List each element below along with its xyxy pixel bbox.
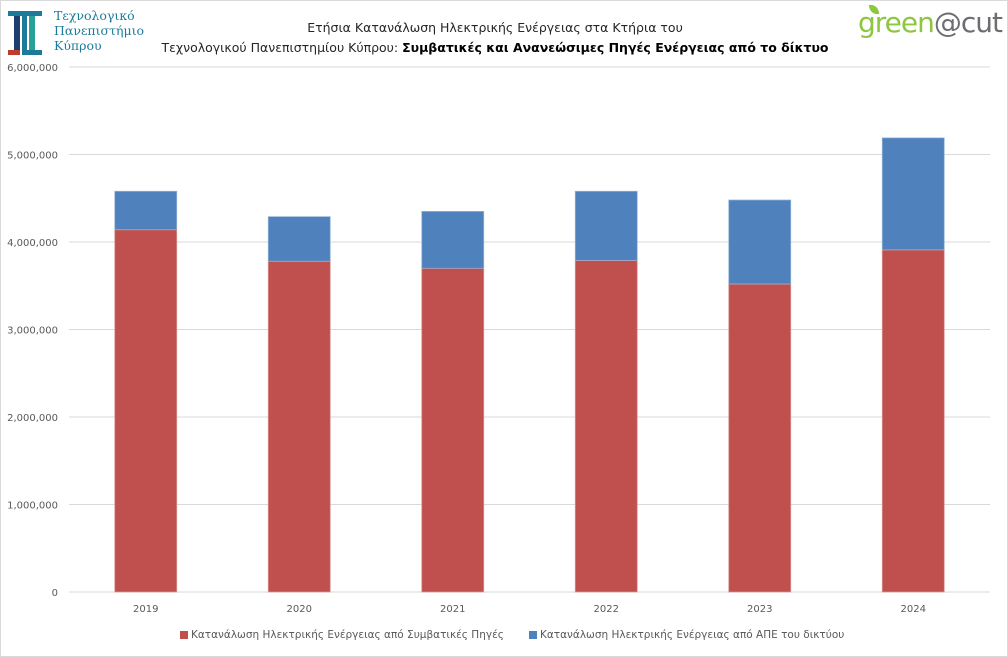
x-tick-label: 2019 [133,604,158,615]
chart-title: Ετήσια Κατανάλωση Ηλεκτρικής Ενέργειας σ… [0,18,990,58]
y-tick-label: 6,000,000 [7,63,58,74]
x-tick-label: 2024 [901,604,926,615]
y-tick-label: 5,000,000 [7,151,58,162]
greenatcut-logo: green@cut [858,3,1003,39]
x-axis-ticks: 2019 2020 2021 2022 2023 2024 [133,604,926,615]
university-logo: Τεχνολογικό Πανεπιστήμιο Κύπρου [8,8,144,55]
bar-renewable-2022 [574,190,638,261]
legend-label-conventional: Κατανάλωση Ηλεκτρικής Ενέργειας από Συμβ… [191,629,504,641]
bar-renewable-2021 [421,211,485,269]
chart-title-line2: Τεχνολογικού Πανεπιστημίου Κύπρου: Συμβα… [0,38,990,58]
y-tick-label: 0 [52,588,58,599]
bar-renewable-2023 [728,199,792,285]
bar-renewable-2020 [267,216,331,262]
x-tick-label: 2020 [287,604,312,615]
bar-conventional-2023 [728,283,792,593]
y-tick-label: 1,000,000 [7,501,58,512]
legend-item-renewable: Κατανάλωση Ηλεκτρικής Ενέργειας από ΑΠΕ … [529,629,844,641]
y-tick-label: 3,000,000 [7,326,58,337]
legend-item-conventional: Κατανάλωση Ηλεκτρικής Ενέργειας από Συμβ… [180,629,504,641]
bar-renewable-2024 [881,137,945,251]
legend-swatch-renewable [529,631,537,639]
university-name-line: Πανεπιστήμιο [54,23,145,38]
university-emblem-icon [8,11,42,55]
x-tick-label: 2023 [747,604,772,615]
stacked-bar-chart: 0 1,000,000 2,000,000 3,000,000 4,000,000 5,0… [7,63,990,615]
x-tick-label: 2021 [440,604,465,615]
university-name: Τεχνολογικό Πανεπιστήμιο Κύπρου [54,8,144,53]
bar-conventional-2019 [114,229,178,593]
bar-renewable-2019 [114,190,178,231]
bars [114,137,945,593]
x-tick-label: 2022 [594,604,619,615]
y-axis-ticks: 0 1,000,000 2,000,000 3,000,000 4,000,000 5,0… [7,63,58,599]
university-name-line: Κύπρου [54,38,102,53]
chart-title-bold: Συμβατικές και Ανανεώσιμες Πηγές Ενέργει… [402,40,829,55]
gridlines [69,66,990,593]
chart-title-plain: Τεχνολογικού Πανεπιστημίου Κύπρου: [161,40,403,55]
chart-title-line1: Ετήσια Κατανάλωση Ηλεκτρικής Ενέργειας σ… [307,20,683,35]
legend-label-renewable: Κατανάλωση Ηλεκτρικής Ενέργειας από ΑΠΕ … [540,629,845,641]
brand-gray-text: @cut [933,6,1003,39]
bar-conventional-2020 [267,260,331,593]
y-tick-label: 2,000,000 [7,413,58,424]
legend: Κατανάλωση Ηλεκτρικής Ενέργειας από Συμβ… [0,629,1008,645]
bar-conventional-2021 [421,267,485,593]
y-tick-label: 4,000,000 [7,238,58,249]
bar-conventional-2022 [574,260,638,593]
legend-swatch-conventional [180,631,188,639]
bar-conventional-2024 [881,249,945,593]
university-name-line: Τεχνολογικό [54,8,135,23]
